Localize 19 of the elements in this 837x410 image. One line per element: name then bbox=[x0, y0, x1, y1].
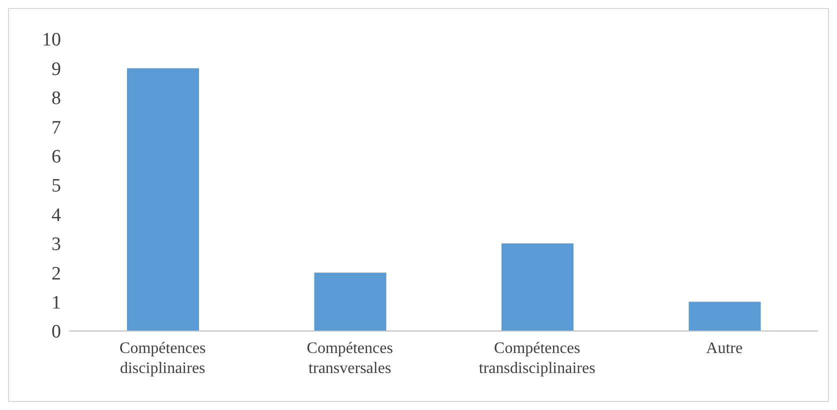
bar bbox=[502, 243, 574, 331]
x-tick-label: Compétences disciplinaires bbox=[120, 340, 206, 377]
y-tick-label: 7 bbox=[52, 117, 61, 138]
y-tick-label: 2 bbox=[52, 263, 61, 284]
y-tick-label: 10 bbox=[42, 30, 61, 51]
y-tick-label: 1 bbox=[52, 292, 61, 314]
y-tick-label: 8 bbox=[52, 88, 61, 110]
bar bbox=[688, 302, 761, 331]
y-tick-label: 3 bbox=[52, 234, 61, 256]
x-tick-label: Compétences transversales bbox=[306, 340, 393, 377]
x-tick-label: Autre bbox=[706, 340, 743, 357]
y-tick-label: 9 bbox=[52, 58, 61, 80]
y-tick-label: 6 bbox=[52, 146, 61, 168]
y-tick-label: 5 bbox=[52, 176, 61, 197]
bar bbox=[314, 272, 386, 331]
y-tick-label: 0 bbox=[52, 322, 61, 343]
x-tick-label: Compétences transdisciplinaires bbox=[478, 340, 596, 377]
y-tick-label: 4 bbox=[52, 204, 62, 226]
bar bbox=[127, 68, 199, 331]
